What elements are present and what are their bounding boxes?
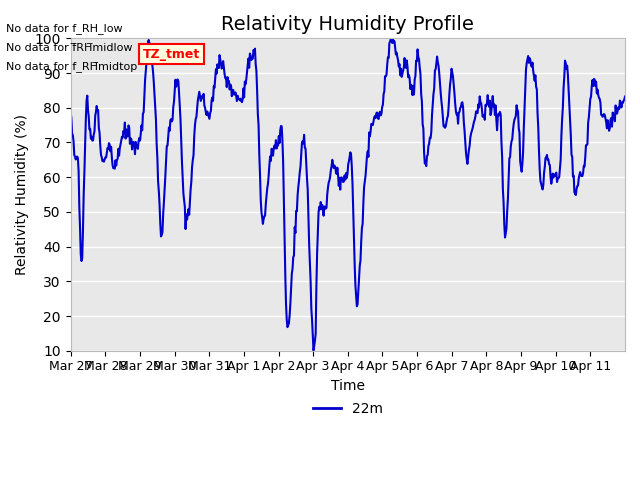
Legend: 22m: 22m: [307, 397, 388, 422]
Text: No data for f_RH_low: No data for f_RH_low: [6, 23, 123, 34]
Text: No data for f̅RH̅midlow: No data for f̅RH̅midlow: [6, 43, 133, 53]
X-axis label: Time: Time: [331, 379, 365, 393]
Text: No data for f_RH̅midtop: No data for f_RH̅midtop: [6, 61, 138, 72]
Y-axis label: Relativity Humidity (%): Relativity Humidity (%): [15, 114, 29, 275]
Title: Relativity Humidity Profile: Relativity Humidity Profile: [221, 15, 474, 34]
Text: TZ_tmet: TZ_tmet: [143, 48, 200, 60]
